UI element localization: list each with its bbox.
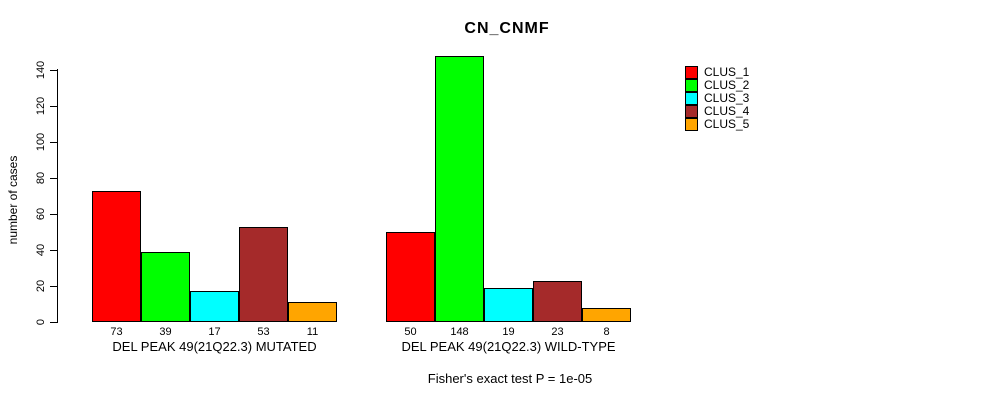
y-axis-tick-label: 40 [35, 243, 47, 257]
legend-item: CLUS_4 [685, 105, 749, 118]
y-axis-tick [50, 70, 57, 71]
bar-CLUS_2-group1 [141, 252, 190, 322]
legend-item: CLUS_3 [685, 92, 749, 105]
bar-value-label: 39 [159, 326, 172, 338]
bar-CLUS_3-group1 [190, 291, 239, 322]
y-axis-tick [50, 178, 57, 179]
legend: CLUS_1 CLUS_2 CLUS_3 CLUS_4 CLUS_5 [685, 66, 749, 131]
bar-value-label: 17 [208, 326, 221, 338]
y-axis-tick [50, 142, 57, 143]
y-axis-tick [50, 286, 57, 287]
legend-item: CLUS_2 [685, 79, 749, 92]
bar-value-label: 11 [306, 326, 319, 338]
y-axis-tick [50, 322, 57, 323]
bar-CLUS_4-group2 [533, 281, 582, 322]
legend-swatch-CLUS_1 [685, 66, 698, 79]
y-axis-tick [50, 250, 57, 251]
bar-value-label: 148 [450, 326, 469, 338]
chart-title: CN_CNMF [464, 20, 550, 37]
legend-label: CLUS_4 [704, 104, 750, 118]
y-axis-tick-label: 100 [35, 132, 47, 152]
y-axis-line [57, 69, 58, 323]
bar-value-label: 19 [502, 326, 515, 338]
legend-label: CLUS_5 [704, 117, 750, 131]
x-axis-group-label: DEL PEAK 49(21Q22.3) WILD-TYPE [401, 339, 616, 354]
y-axis-tick [50, 214, 57, 215]
bar-value-label: 23 [551, 326, 564, 338]
bar-CLUS_3-group2 [484, 288, 533, 322]
bar-value-label: 50 [404, 326, 417, 338]
y-axis-tick-label: 60 [35, 207, 47, 221]
y-axis-tick-label: 0 [35, 318, 47, 326]
y-axis-label: number of cases [6, 155, 20, 245]
legend-label: CLUS_1 [704, 65, 750, 79]
x-axis-group-label: DEL PEAK 49(21Q22.3) MUTATED [112, 339, 317, 354]
annotation-text: Fisher's exact test P = 1e-05 [427, 371, 593, 386]
bar-value-label: 73 [110, 326, 123, 338]
y-axis-tick-label: 80 [35, 171, 47, 185]
bar-CLUS_5-group1 [288, 302, 337, 322]
y-axis-tick-label: 140 [35, 60, 47, 80]
legend-label: CLUS_2 [704, 78, 750, 92]
bar-CLUS_4-group1 [239, 227, 288, 322]
y-axis-tick-label: 20 [35, 279, 47, 293]
legend-swatch-CLUS_5 [685, 118, 698, 131]
legend-item: CLUS_5 [685, 118, 749, 131]
legend-swatch-CLUS_3 [685, 92, 698, 105]
legend-item: CLUS_1 [685, 66, 749, 79]
bar-value-label: 53 [257, 326, 270, 338]
bar-value-label: 8 [603, 326, 610, 338]
bar-CLUS_2-group2 [435, 56, 484, 322]
bar-CLUS_1-group2 [386, 232, 435, 322]
legend-swatch-CLUS_4 [685, 105, 698, 118]
legend-swatch-CLUS_2 [685, 79, 698, 92]
y-axis-tick-label: 120 [35, 96, 47, 116]
legend-label: CLUS_3 [704, 91, 750, 105]
y-axis-tick [50, 106, 57, 107]
bar-CLUS_1-group1 [92, 191, 141, 322]
bar-CLUS_5-group2 [582, 308, 631, 322]
